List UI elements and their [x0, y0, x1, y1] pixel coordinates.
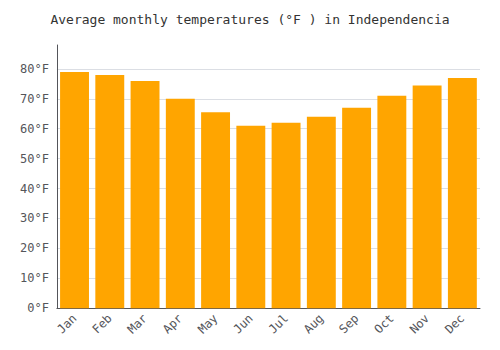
svg-text:Mar: Mar [125, 311, 150, 336]
svg-text:Oct: Oct [372, 311, 397, 336]
svg-text:Average monthly temperatures (: Average monthly temperatures (°F ) in In… [50, 12, 449, 27]
svg-text:10°F: 10°F [20, 271, 49, 285]
svg-text:Nov: Nov [407, 311, 432, 336]
svg-text:80°F: 80°F [20, 62, 49, 76]
svg-text:40°F: 40°F [20, 182, 49, 196]
svg-text:30°F: 30°F [20, 211, 49, 225]
svg-text:Jan: Jan [54, 311, 79, 336]
svg-text:Apr: Apr [160, 311, 185, 336]
svg-text:Feb: Feb [90, 311, 115, 336]
svg-text:Sep: Sep [336, 311, 361, 336]
svg-text:Aug: Aug [301, 311, 326, 336]
svg-text:May: May [195, 311, 220, 336]
svg-text:50°F: 50°F [20, 152, 49, 166]
svg-text:Dec: Dec [442, 311, 467, 336]
svg-text:Jul: Jul [266, 311, 291, 336]
svg-text:20°F: 20°F [20, 241, 49, 255]
svg-text:0°F: 0°F [27, 301, 49, 315]
svg-text:60°F: 60°F [20, 122, 49, 136]
svg-text:70°F: 70°F [20, 92, 49, 106]
svg-text:Jun: Jun [231, 311, 256, 336]
